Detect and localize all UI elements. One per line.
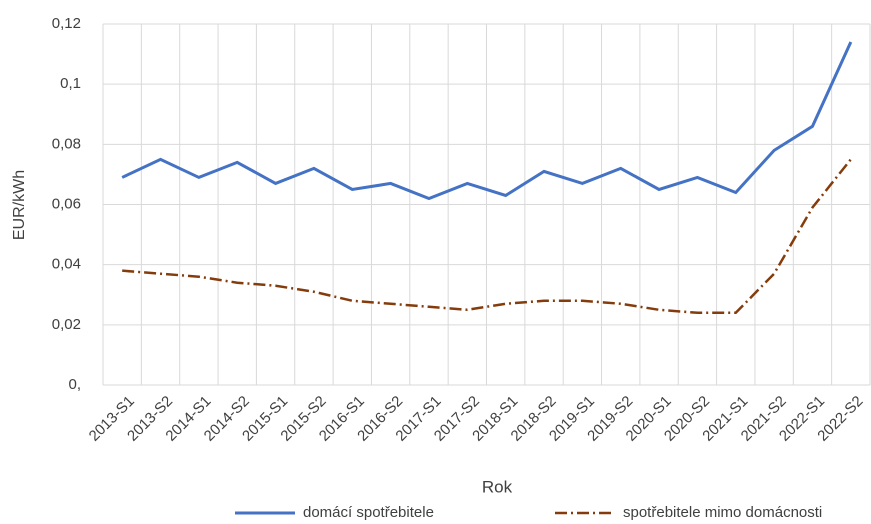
y-tick-label: 0,04 xyxy=(52,256,81,273)
line-series xyxy=(122,158,852,315)
y-tick-label: 0,08 xyxy=(52,135,81,152)
line-series xyxy=(121,41,853,201)
y-axis-title: EUR/kWh xyxy=(11,170,28,240)
y-tick-label: 0,06 xyxy=(52,195,81,212)
legend-label: spotřebitele mimo domácnosti xyxy=(623,504,822,521)
y-tick-label: 0,02 xyxy=(52,316,81,333)
y-tick-label: 0,1 xyxy=(60,75,81,92)
legend-label: domácí spotřebitele xyxy=(303,504,434,521)
x-axis-title: Rok xyxy=(482,477,513,496)
y-tick-label: 0, xyxy=(68,376,81,393)
y-tick-label: 0,12 xyxy=(52,15,81,32)
